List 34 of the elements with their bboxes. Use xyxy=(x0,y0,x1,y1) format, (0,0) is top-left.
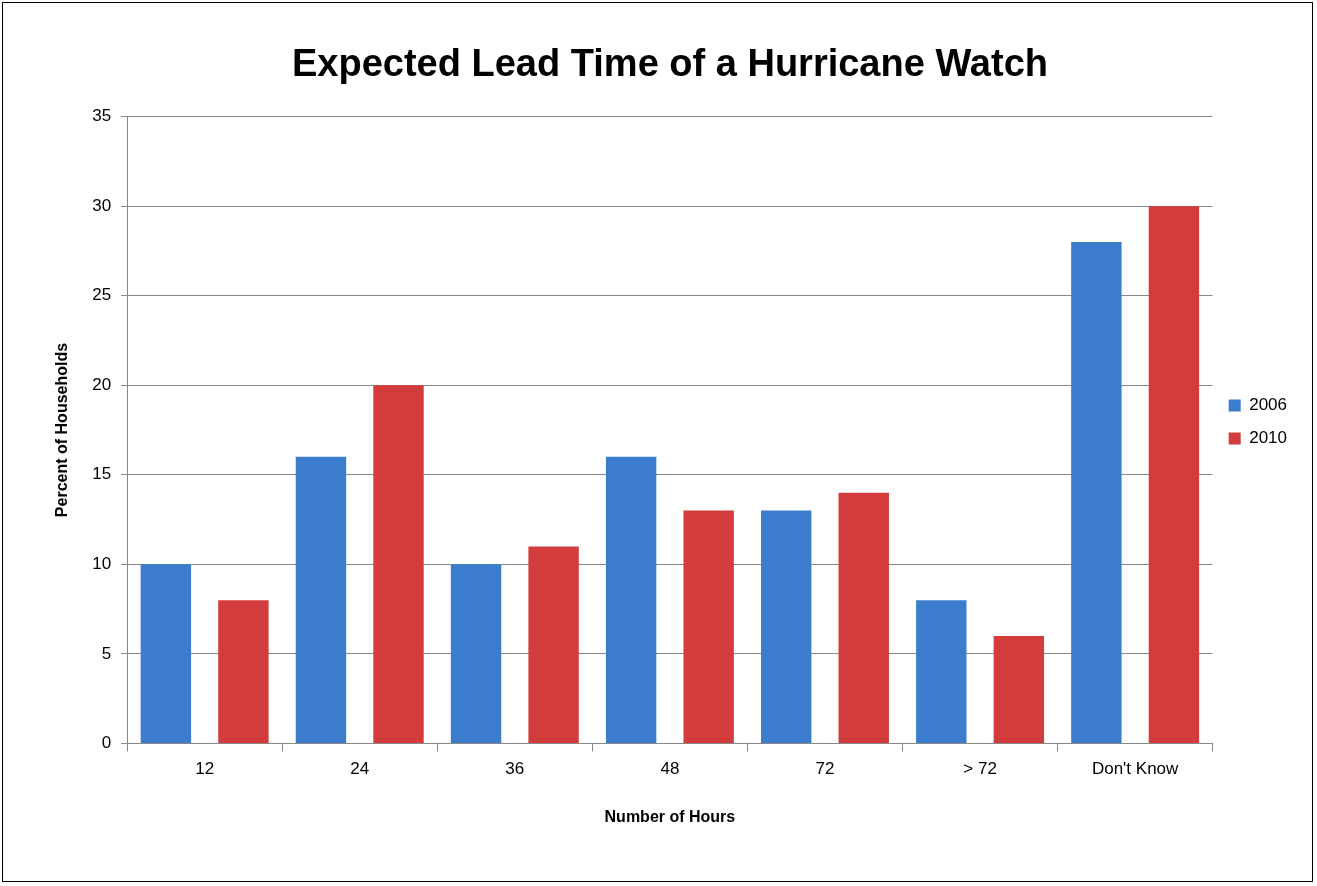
x-axis-title: Number of Hours xyxy=(604,807,736,825)
x-tick-label: > 72 xyxy=(963,759,997,779)
x-tick-label: 24 xyxy=(350,759,370,779)
y-tick-label: 30 xyxy=(92,195,112,215)
x-tick-label: 72 xyxy=(815,759,835,779)
bar xyxy=(605,456,657,743)
bar xyxy=(295,456,347,743)
x-tick-label: 36 xyxy=(505,759,525,779)
bar xyxy=(1148,206,1200,743)
bar xyxy=(140,564,192,743)
x-tick-label: 48 xyxy=(660,759,680,779)
bar xyxy=(761,510,812,743)
y-tick-label: 25 xyxy=(92,285,112,305)
bar xyxy=(1071,241,1122,743)
y-tick-label: 20 xyxy=(92,374,112,394)
legend-label: 2010 xyxy=(1249,428,1288,448)
bar xyxy=(916,600,967,743)
bar xyxy=(993,635,1045,743)
legend-label: 2006 xyxy=(1249,395,1288,415)
y-tick-label: 0 xyxy=(101,733,112,753)
bar xyxy=(373,385,424,743)
bar xyxy=(218,600,269,743)
bar xyxy=(528,546,579,743)
x-tick-label: 12 xyxy=(195,759,215,779)
y-axis-title: Percent of Households xyxy=(53,342,71,518)
bar xyxy=(683,510,734,743)
y-tick-label: 15 xyxy=(92,464,112,484)
bar xyxy=(450,564,502,743)
bar xyxy=(838,492,889,743)
chart-title: Expected Lead Time of a Hurricane Watch xyxy=(292,42,1048,85)
y-tick-label: 35 xyxy=(92,106,112,126)
x-tick-label: Don't Know xyxy=(1091,759,1180,779)
y-tick-label: 5 xyxy=(101,643,112,663)
y-tick-label: 10 xyxy=(92,554,112,573)
